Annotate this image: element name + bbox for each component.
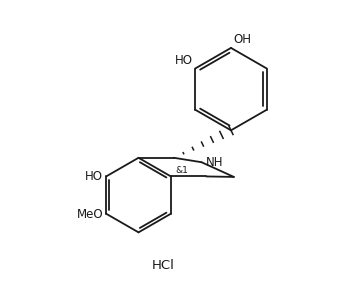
Text: MeO: MeO — [76, 208, 103, 221]
Text: &1: &1 — [175, 166, 188, 175]
Text: HCl: HCl — [152, 259, 174, 272]
Text: HO: HO — [85, 170, 103, 183]
Text: HO: HO — [175, 54, 193, 66]
Text: OH: OH — [233, 33, 251, 46]
Text: NH: NH — [205, 156, 223, 169]
